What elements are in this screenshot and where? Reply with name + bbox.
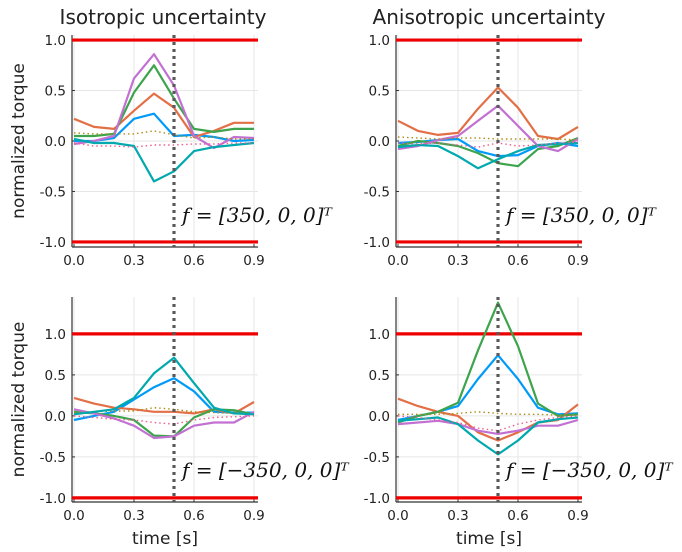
x-tick-label: 0.9 — [567, 253, 588, 269]
y-axis-label: normalized torque — [9, 322, 29, 478]
y-tick-label: 0.0 — [45, 409, 66, 425]
series-line-4 — [397, 418, 579, 435]
series-line-7 — [397, 141, 579, 148]
y-tick-label: 0.5 — [369, 368, 390, 384]
y-axis-label: normalized torque — [9, 63, 29, 219]
y-tick-label: 0.0 — [369, 409, 390, 425]
series-line-5 — [397, 136, 579, 141]
y-tick-label: 1.0 — [369, 327, 390, 343]
y-tick-label: -0.5 — [40, 450, 66, 466]
y-tick-label: -1.0 — [40, 491, 66, 507]
series-line-4 — [397, 104, 579, 153]
series-line-7 — [397, 415, 579, 432]
series-line-3 — [397, 301, 579, 424]
x-axis-label: time [s] — [132, 529, 198, 549]
x-tick-label: 0.9 — [243, 253, 264, 269]
force-annotation: f = [−350, 0, 0]ᵀ — [504, 458, 674, 482]
series-line-6 — [73, 356, 255, 416]
subplot-title: Anisotropic uncertainty — [373, 5, 606, 29]
x-tick-label: 0.3 — [447, 508, 468, 524]
x-tick-label: 0.0 — [387, 508, 408, 524]
subplot-4: 0.0 0.3 0.6 0.9 -1.0 -0.5 0.0 0.5 1.0 time [s] f =… — [364, 297, 674, 549]
subplot-title: Isotropic uncertainty — [60, 5, 267, 29]
force-annotation: f = [350, 0, 0]ᵀ — [180, 203, 334, 227]
y-tick-label: -1.0 — [364, 235, 390, 251]
series-line-3 — [397, 136, 579, 168]
x-tick-label: 0.3 — [123, 508, 144, 524]
series-line-4 — [73, 408, 255, 440]
x-tick-label: 0.9 — [567, 508, 588, 524]
x-tick-label: 0.0 — [63, 508, 84, 524]
y-tick-label: 1.0 — [45, 327, 66, 343]
x-tick-label: 0.0 — [387, 253, 408, 269]
x-tick-label: 0.6 — [183, 508, 204, 524]
x-tick-label: 0.3 — [123, 253, 144, 269]
subplot-3: 0.0 0.3 0.6 0.9 -1.0 -0.5 0.0 0.5 1.0 normalized … — [9, 297, 350, 549]
y-tick-label: 0.5 — [45, 368, 66, 384]
y-tick-label: 0.0 — [369, 134, 390, 150]
x-tick-label: 0.6 — [507, 253, 528, 269]
y-tick-label: -1.0 — [40, 235, 66, 251]
y-tick-label: -1.0 — [364, 491, 390, 507]
series-line-2 — [73, 92, 254, 139]
series-line-3 — [74, 64, 254, 138]
series-line-6 — [397, 141, 579, 170]
x-tick-label: 0.3 — [447, 253, 468, 269]
series-line-5 — [73, 130, 254, 140]
series-line-5 — [73, 407, 255, 415]
x-tick-label: 0.6 — [183, 253, 204, 269]
y-tick-label: -0.5 — [40, 184, 66, 200]
y-tick-label: 0.0 — [45, 134, 66, 150]
series-line-5 — [398, 411, 578, 416]
series-line-6 — [73, 137, 255, 183]
x-axis-label: time [s] — [456, 529, 522, 549]
series-line-6 — [397, 416, 579, 456]
y-tick-label: 1.0 — [45, 33, 66, 49]
y-tick-label: 0.5 — [45, 84, 66, 100]
series-line-4 — [73, 53, 255, 150]
subplot-2: 0.0 0.3 0.6 0.9 -1.0 -0.5 0.0 0.5 1.0 Anisotropic… — [364, 5, 658, 269]
y-tick-label: -0.5 — [364, 450, 390, 466]
force-annotation: f = [350, 0, 0]ᵀ — [504, 203, 658, 227]
x-tick-label: 0.9 — [243, 508, 264, 524]
series-line-1 — [397, 354, 579, 422]
x-tick-label: 0.0 — [63, 253, 84, 269]
force-annotation: f = [−350, 0, 0]ᵀ — [180, 458, 350, 482]
subplot-1: 0.0 0.3 0.6 0.9 -1.0 -0.5 0.0 0.5 1.0 Isotropic u… — [9, 5, 334, 269]
y-tick-label: 0.5 — [369, 84, 390, 100]
y-tick-label: 1.0 — [369, 33, 390, 49]
series-line-7 — [73, 142, 254, 148]
series-line-2 — [397, 86, 579, 141]
y-tick-label: -0.5 — [364, 184, 390, 200]
x-tick-label: 0.6 — [507, 508, 528, 524]
series-line-7 — [73, 415, 255, 425]
